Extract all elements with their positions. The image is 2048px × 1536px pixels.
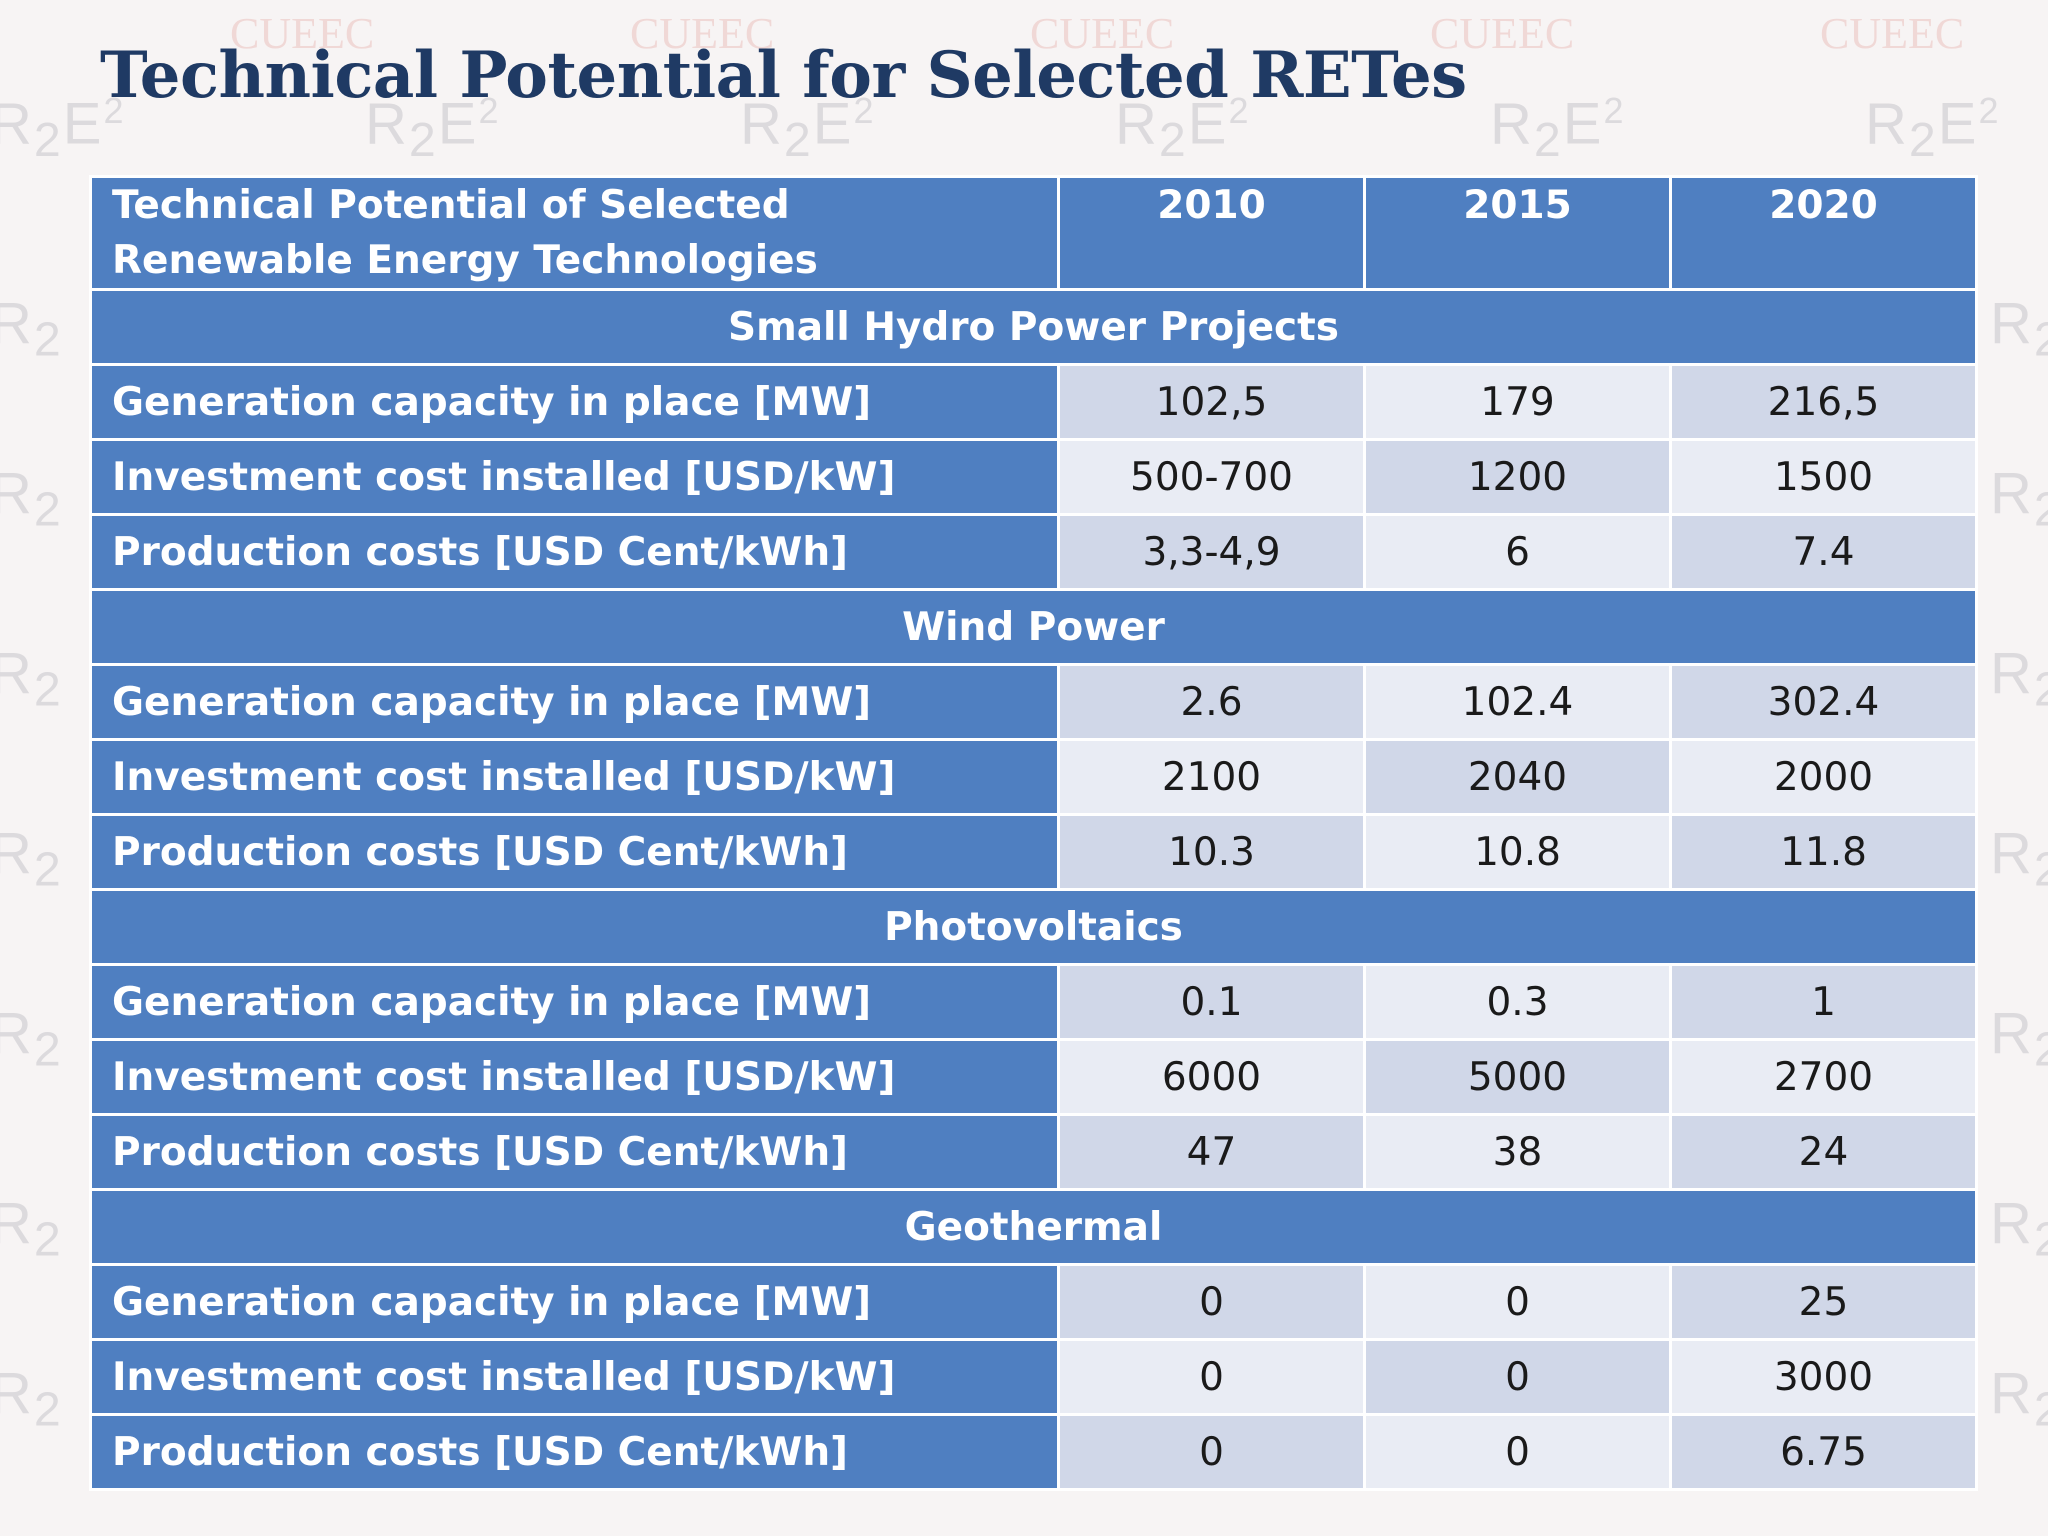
table-header-row: Technical Potential of Selected Renewabl… [89,175,1978,291]
watermark-logo: R2E2 [1490,90,1626,167]
table-cell: 10.3 [1057,813,1366,891]
watermark-logo: R2E2 [1865,90,2001,167]
section-title: Geothermal [89,1188,1978,1266]
row-label: Generation capacity in place [MW] [89,663,1060,741]
watermark-logo: R2 [0,1191,63,1267]
table-cell: 6.75 [1669,1413,1978,1491]
watermark-logo: R2 [0,461,63,537]
watermark-logo: R2 [1990,641,2048,717]
table-cell: 2.6 [1057,663,1366,741]
table-cell: 0.3 [1363,963,1672,1041]
row-label: Generation capacity in place [MW] [89,963,1060,1041]
row-label: Production costs [USD Cent/kWh] [89,813,1060,891]
watermark-logo: R2 [1990,1001,2048,1077]
table-cell: 1200 [1363,438,1672,516]
row-label: Investment cost installed [USD/kW] [89,1038,1060,1116]
watermark-logo: R2 [0,1001,63,1077]
table-cell: 11.8 [1669,813,1978,891]
table-row: Production costs [USD Cent/kWh] 47 38 24 [89,1113,1978,1191]
table-cell: 2100 [1057,738,1366,816]
table-row: Investment cost installed [USD/kW] 0 0 3000 [89,1338,1978,1416]
table-cell: 216,5 [1669,363,1978,441]
watermark-logo: R2 [1990,461,2048,537]
table-cell: 0.1 [1057,963,1366,1041]
watermark-logo: R2 [0,641,63,717]
header-year-2015: 2015 [1363,175,1672,291]
table-cell: 302.4 [1669,663,1978,741]
table-row: Production costs [USD Cent/kWh] 3,3-4,9 6 7… [89,513,1978,591]
table-row: Production costs [USD Cent/kWh] 10.3 10.8 1… [89,813,1978,891]
watermark-logo: R2 [0,1361,63,1437]
table-row: Generation capacity in place [MW] 0 0 25 [89,1263,1978,1341]
header-year-2020: 2020 [1669,175,1978,291]
section-row: Geothermal [89,1188,1978,1266]
section-row: Photovoltaics [89,888,1978,966]
row-label: Generation capacity in place [MW] [89,363,1060,441]
row-label: Production costs [USD Cent/kWh] [89,1413,1060,1491]
watermark-logo: R2 [0,291,63,367]
table-cell: 0 [1057,1338,1366,1416]
table-cell: 7.4 [1669,513,1978,591]
row-label: Investment cost installed [USD/kW] [89,438,1060,516]
row-label: Generation capacity in place [MW] [89,1263,1060,1341]
section-title: Wind Power [89,588,1978,666]
table-cell: 0 [1363,1338,1672,1416]
table-cell: 0 [1363,1263,1672,1341]
table-row: Production costs [USD Cent/kWh] 0 0 6.75 [89,1413,1978,1491]
table-cell: 5000 [1363,1038,1672,1116]
table-cell: 24 [1669,1113,1978,1191]
table-cell: 6 [1363,513,1672,591]
row-label: Investment cost installed [USD/kW] [89,738,1060,816]
table-cell: 1 [1669,963,1978,1041]
technical-potential-table: Technical Potential of Selected Renewabl… [89,175,1978,1491]
table-row: Generation capacity in place [MW] 2.6 102.… [89,663,1978,741]
table-cell: 25 [1669,1263,1978,1341]
row-label: Investment cost installed [USD/kW] [89,1338,1060,1416]
table-cell: 6000 [1057,1038,1366,1116]
table-cell: 2000 [1669,738,1978,816]
section-title: Photovoltaics [89,888,1978,966]
table-cell: 2700 [1669,1038,1978,1116]
section-row: Small Hydro Power Projects [89,288,1978,366]
table-row: Generation capacity in place [MW] 0.1 0.3 1 [89,963,1978,1041]
table-cell: 0 [1057,1413,1366,1491]
section-title: Small Hydro Power Projects [89,288,1978,366]
table-cell: 102,5 [1057,363,1366,441]
table-row: Generation capacity in place [MW] 102,5 17… [89,363,1978,441]
table-cell: 10.8 [1363,813,1672,891]
row-label: Production costs [USD Cent/kWh] [89,513,1060,591]
header-label: Technical Potential of Selected Renewabl… [89,175,1060,291]
table-cell: 2040 [1363,738,1672,816]
watermark-logo: R2 [1990,291,2048,367]
watermark-logo: R2 [1990,1361,2048,1437]
table-cell: 1500 [1669,438,1978,516]
table-cell: 3,3-4,9 [1057,513,1366,591]
table-row: Investment cost installed [USD/kW] 500-70… [89,438,1978,516]
table-cell: 500-700 [1057,438,1366,516]
table-cell: 47 [1057,1113,1366,1191]
table-cell: 38 [1363,1113,1672,1191]
table-cell: 179 [1363,363,1672,441]
row-label: Production costs [USD Cent/kWh] [89,1113,1060,1191]
watermark-logo: R2 [0,821,63,897]
watermark-text: CUEEC [1820,9,1965,58]
table-cell: 3000 [1669,1338,1978,1416]
table-row: Investment cost installed [USD/kW] 6000 50… [89,1038,1978,1116]
table-row: Investment cost installed [USD/kW] 2100 20… [89,738,1978,816]
watermark-logo: R2 [1990,1191,2048,1267]
table-cell: 0 [1363,1413,1672,1491]
table-cell: 102.4 [1363,663,1672,741]
watermark-logo: R2 [1990,821,2048,897]
table-cell: 0 [1057,1263,1366,1341]
section-row: Wind Power [89,588,1978,666]
header-year-2010: 2010 [1057,175,1366,291]
page-title: Technical Potential for Selected RETes [100,38,1467,113]
